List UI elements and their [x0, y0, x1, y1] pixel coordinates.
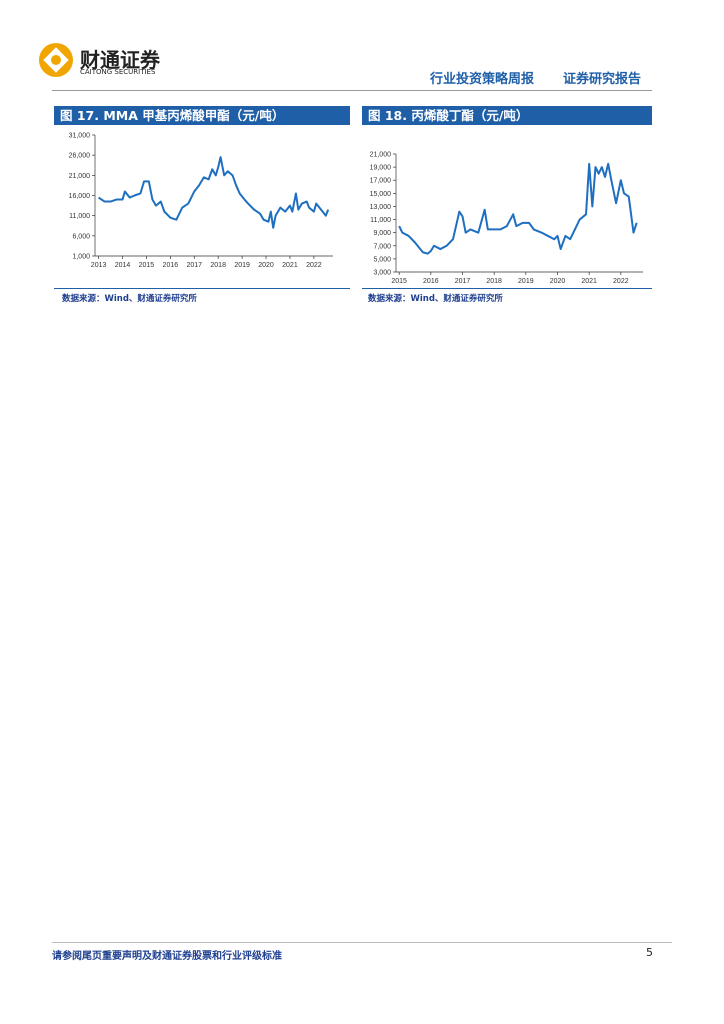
y-tick-label: 17,000 — [370, 178, 392, 185]
x-tick-label: 2018 — [486, 278, 502, 285]
y-tick-label: 19,000 — [370, 165, 392, 172]
chart: 1,000 6,000 11,000 16,000 21,000 26,000 31,000… — [69, 133, 333, 269]
y-tick-label: 26,000 — [69, 153, 91, 160]
y-tick-label: 31,000 — [69, 133, 91, 140]
header-rule — [52, 90, 652, 91]
y-tick-label: 15,000 — [370, 191, 392, 198]
y-tick-label: 13,000 — [370, 204, 392, 211]
company-name: 财通证券 — [80, 48, 160, 72]
rule — [54, 288, 350, 289]
x-tick-label: 2020 — [550, 278, 566, 285]
logo — [39, 43, 73, 77]
y-tick-label: 9,000 — [373, 230, 391, 237]
x-tick-label: 2019 — [234, 262, 250, 269]
source: 数据来源：Wind、财通证券研究所 — [62, 294, 197, 304]
x-tick-label: 2018 — [210, 262, 226, 269]
y-tick-label: 21,000 — [370, 152, 392, 159]
x-tick-label: 2021 — [282, 262, 298, 269]
line — [98, 156, 330, 229]
x-tick-label: 2016 — [163, 262, 179, 269]
y-tick-label: 7,000 — [373, 243, 391, 250]
chart-title: 图 17. MMA 甲基丙烯酸甲酯（元/吨） — [54, 106, 350, 125]
x-tick-label: 2022 — [306, 262, 322, 269]
footer-rule — [52, 942, 672, 943]
line — [398, 162, 638, 255]
y-tick-label: 11,000 — [69, 213, 90, 220]
y-tick-label: 21,000 — [69, 173, 91, 180]
page-number: 5 — [646, 946, 653, 959]
x-tick-label: 2022 — [613, 278, 629, 285]
rule — [362, 288, 652, 289]
x-tick-label: 2020 — [258, 262, 274, 269]
x-tick-label: 2013 — [91, 262, 107, 269]
report-type: 行业投资策略周报 — [430, 72, 535, 87]
x-tick-label: 2015 — [391, 278, 407, 285]
x-tick-label: 2019 — [518, 278, 534, 285]
x-tick-label: 2017 — [186, 262, 202, 269]
x-tick-label: 2017 — [455, 278, 471, 285]
y-tick-label: 11,000 — [370, 217, 391, 224]
company-en: CAITONG SECURITIES — [80, 68, 156, 76]
x-tick-label: 2014 — [115, 262, 131, 269]
x-tick-label: 2021 — [581, 278, 597, 285]
y-tick-label: 1,000 — [72, 254, 90, 261]
report-label: 证券研究报告 — [563, 72, 642, 87]
y-tick-label: 3,000 — [373, 270, 391, 277]
chart-title: 图 18. 丙烯酸丁酯（元/吨） — [362, 106, 652, 125]
chart: 3,000 5,000 7,000 9,000 11,000 13,000 15,000 17… — [370, 152, 643, 285]
y-tick-label: 6,000 — [72, 233, 90, 240]
y-tick-label: 5,000 — [373, 256, 391, 263]
x-tick-label: 2016 — [423, 278, 439, 285]
source: 数据来源：Wind、财通证券研究所 — [368, 294, 503, 304]
y-tick-label: 16,000 — [69, 193, 91, 200]
disclaimer: 请参阅尾页重要声明及财通证券股票和行业评级标准 — [52, 951, 282, 962]
x-tick-label: 2015 — [139, 262, 155, 269]
